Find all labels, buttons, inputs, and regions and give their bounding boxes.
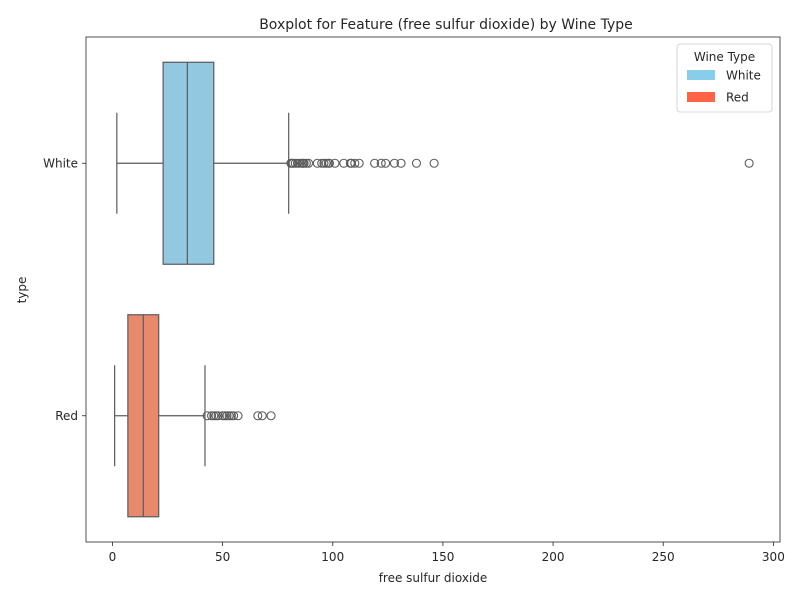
- legend: Wine Type White Red: [676, 43, 773, 113]
- outlier-point: [350, 158, 360, 168]
- outlier-point: [213, 411, 223, 421]
- outlier-point: [209, 411, 219, 421]
- legend-swatch-red: [687, 92, 715, 102]
- outlier-point: [396, 158, 406, 168]
- box-white: [162, 61, 215, 265]
- outlier-point: [222, 411, 232, 421]
- y-axis-label: type: [15, 277, 29, 304]
- outlier-point: [321, 158, 331, 168]
- outlier-point: [220, 411, 230, 421]
- boxes-layer: [114, 61, 754, 518]
- outlier-point: [354, 158, 364, 168]
- outlier-point: [233, 411, 243, 421]
- outlier-point: [319, 158, 329, 168]
- outlier-point: [381, 158, 391, 168]
- outlier-point: [292, 158, 303, 168]
- outlier-point: [324, 158, 335, 168]
- box-group-white: [116, 61, 754, 265]
- outlier-point: [266, 411, 276, 421]
- outlier-point: [218, 411, 228, 421]
- outlier-point: [429, 158, 439, 168]
- outlier-point: [202, 411, 212, 421]
- outlier-point: [211, 411, 221, 421]
- x-axis-label: free sulfur dioxide: [379, 571, 488, 585]
- x-axis: 0 50 100 150 200 250 300: [109, 542, 785, 564]
- legend-label-red: Red: [726, 91, 749, 105]
- outlier-point: [301, 158, 311, 168]
- legend-title: Wine Type: [694, 50, 755, 64]
- outlier-point: [376, 158, 386, 168]
- outlier-point: [411, 158, 422, 168]
- x-tick-label: 300: [762, 550, 785, 564]
- x-tick-label: 100: [321, 550, 344, 564]
- x-tick-label: 0: [109, 550, 117, 564]
- outlier-point: [303, 158, 314, 168]
- outlier-point: [226, 411, 236, 421]
- outlier-point: [257, 411, 267, 421]
- x-tick-label: 200: [542, 550, 565, 564]
- y-tick-label: Red: [55, 409, 78, 423]
- outlier-point: [288, 158, 298, 168]
- legend-label-white: White: [726, 69, 761, 83]
- outlier-point: [229, 411, 239, 421]
- y-tick-label: White: [43, 156, 78, 170]
- outlier-point: [330, 158, 340, 168]
- outlier-point: [207, 411, 217, 421]
- x-tick-label: 50: [215, 550, 230, 564]
- outlier-point: [299, 158, 309, 168]
- outlier-point: [389, 158, 399, 168]
- outlier-point: [370, 158, 380, 168]
- outlier-point: [224, 411, 234, 421]
- chart-title: Boxplot for Feature (free sulfur dioxide…: [259, 17, 633, 33]
- box-group-red: [114, 314, 276, 518]
- outlier-point: [312, 158, 322, 168]
- outlier-point: [253, 411, 263, 421]
- x-tick-label: 250: [652, 550, 675, 564]
- legend-swatch-white: [687, 70, 715, 80]
- plot-area: [85, 36, 781, 543]
- outlier-point: [295, 158, 305, 168]
- y-axis: White Red: [43, 156, 86, 423]
- x-tick-label: 150: [431, 550, 454, 564]
- outlier-point: [744, 158, 754, 168]
